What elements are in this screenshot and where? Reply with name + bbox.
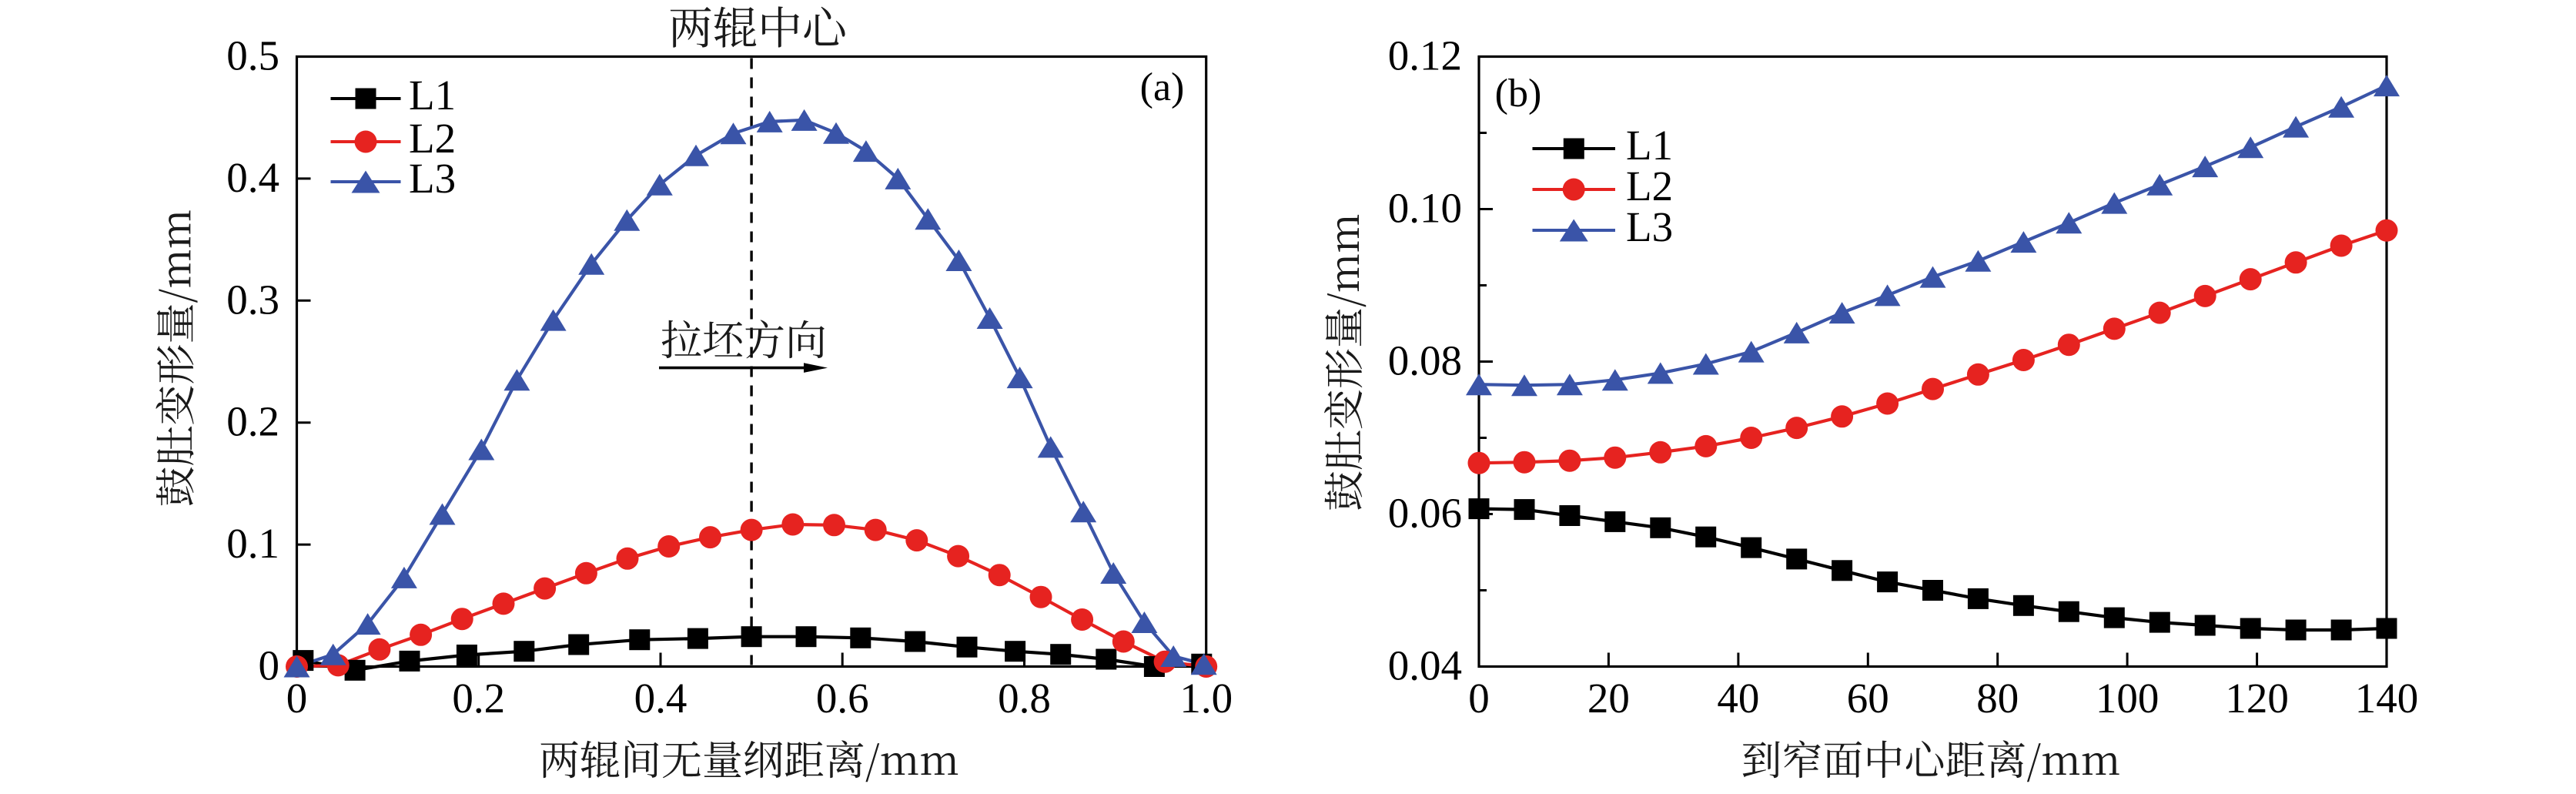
svg-text:0.8: 0.8 [998,675,1051,722]
svg-text:L2: L2 [1626,162,1673,209]
svg-text:120: 120 [2225,675,2289,722]
svg-text:0.5: 0.5 [226,32,279,79]
svg-text:60: 60 [1847,675,1889,722]
svg-text:0: 0 [1468,675,1490,722]
svg-text:L3: L3 [409,155,456,202]
svg-text:40: 40 [1717,675,1759,722]
svg-text:0.6: 0.6 [816,675,869,722]
svg-text:80: 80 [1976,675,2019,722]
svg-text:0.2: 0.2 [452,675,505,722]
svg-text:0.3: 0.3 [226,276,279,323]
svg-text:0.4: 0.4 [226,154,279,201]
svg-text:L1: L1 [409,72,456,119]
svg-text:L1: L1 [1626,122,1673,169]
svg-text:L3: L3 [1626,203,1673,250]
svg-text:0.10: 0.10 [1388,185,1462,232]
svg-text:L2: L2 [409,115,456,162]
svg-text:(b): (b) [1495,72,1542,116]
svg-text:0.2: 0.2 [226,398,279,445]
svg-text:0.12: 0.12 [1388,32,1462,79]
svg-text:0: 0 [286,675,308,722]
svg-text:0.06: 0.06 [1388,490,1462,537]
svg-text:140: 140 [2355,675,2419,722]
svg-text:20: 20 [1587,675,1630,722]
svg-text:0.4: 0.4 [634,675,687,722]
svg-text:0.1: 0.1 [226,520,279,567]
svg-text:100: 100 [2096,675,2159,722]
svg-text:(a): (a) [1140,65,1185,109]
svg-text:0.08: 0.08 [1388,337,1462,384]
svg-text:0: 0 [259,642,280,689]
svg-text:0.04: 0.04 [1388,642,1462,689]
svg-text:1.0: 1.0 [1179,675,1233,722]
